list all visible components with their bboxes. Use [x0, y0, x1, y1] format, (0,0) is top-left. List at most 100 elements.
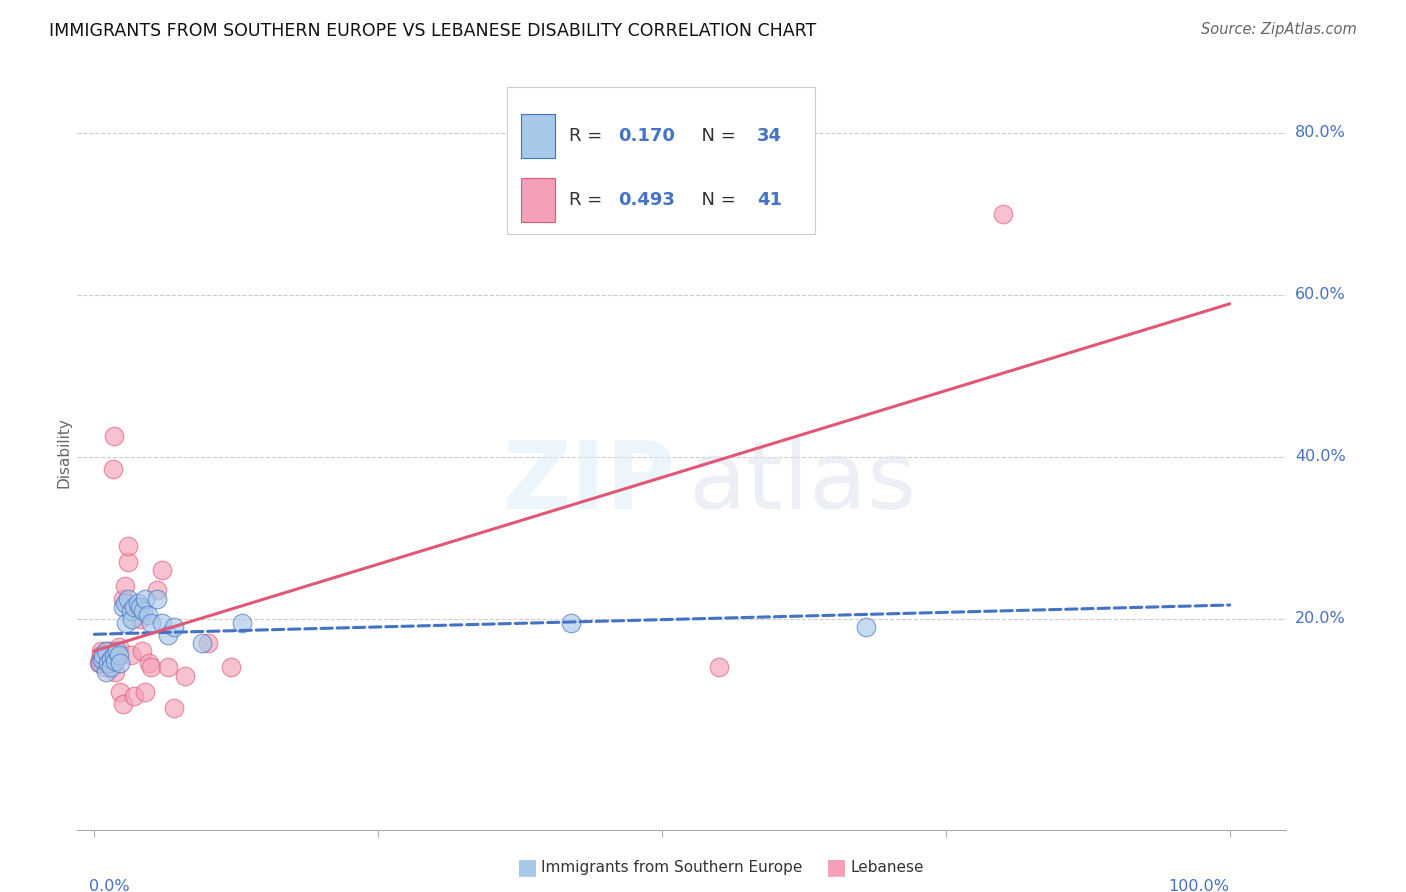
- Text: 41: 41: [756, 191, 782, 210]
- Bar: [522, 178, 555, 222]
- Point: [90, 644, 112, 658]
- Point: [97, 657, 120, 671]
- Point: [100, 644, 122, 658]
- Point: [197, 636, 219, 650]
- Point: [94, 665, 117, 679]
- Point: [120, 648, 142, 663]
- Point: [93, 660, 115, 674]
- Y-axis label: Disability: Disability: [56, 417, 72, 488]
- Point: [115, 615, 138, 630]
- Point: [89, 652, 111, 666]
- Point: [128, 612, 150, 626]
- Point: [152, 563, 174, 577]
- Point: [91, 657, 114, 671]
- Point: [110, 657, 132, 671]
- Text: 20.0%: 20.0%: [1295, 611, 1346, 626]
- Point: [157, 628, 180, 642]
- Point: [108, 640, 131, 655]
- Point: [105, 648, 128, 663]
- Point: [111, 591, 134, 606]
- Point: [117, 555, 139, 569]
- Text: ZIP: ZIP: [503, 437, 676, 529]
- Text: 0.493: 0.493: [617, 191, 675, 210]
- Point: [111, 697, 134, 711]
- Point: [94, 644, 117, 658]
- Point: [104, 665, 127, 679]
- Point: [157, 660, 180, 674]
- FancyBboxPatch shape: [506, 87, 815, 234]
- Point: [707, 660, 730, 674]
- Point: [103, 648, 125, 663]
- Point: [122, 599, 145, 614]
- Point: [87, 657, 110, 671]
- Point: [191, 636, 214, 650]
- Point: [163, 620, 186, 634]
- Point: [122, 689, 145, 703]
- Point: [94, 657, 117, 671]
- Point: [114, 579, 136, 593]
- Point: [121, 612, 143, 626]
- Text: ■: ■: [517, 857, 537, 877]
- Text: 100.0%: 100.0%: [1168, 879, 1230, 892]
- Text: Immigrants from Southern Europe: Immigrants from Southern Europe: [541, 860, 803, 874]
- Point: [104, 654, 127, 668]
- Point: [111, 599, 134, 614]
- Point: [146, 583, 169, 598]
- Point: [152, 615, 174, 630]
- Point: [127, 599, 149, 614]
- Point: [110, 685, 132, 699]
- Text: N =: N =: [690, 191, 742, 210]
- Point: [100, 652, 122, 666]
- Point: [101, 462, 124, 476]
- Point: [96, 644, 118, 658]
- Text: atlas: atlas: [688, 437, 917, 529]
- Point: [131, 644, 153, 658]
- Point: [103, 429, 125, 443]
- Text: N =: N =: [690, 128, 742, 145]
- Bar: [522, 114, 555, 158]
- Point: [136, 607, 159, 622]
- Point: [108, 648, 131, 663]
- Point: [163, 701, 186, 715]
- Text: IMMIGRANTS FROM SOUTHERN EUROPE VS LEBANESE DISABILITY CORRELATION CHART: IMMIGRANTS FROM SOUTHERN EUROPE VS LEBAN…: [49, 22, 817, 40]
- Text: ■: ■: [827, 857, 846, 877]
- Text: 80.0%: 80.0%: [1295, 125, 1346, 140]
- Text: Source: ZipAtlas.com: Source: ZipAtlas.com: [1201, 22, 1357, 37]
- Text: 34: 34: [756, 128, 782, 145]
- Point: [94, 652, 117, 666]
- Text: R =: R =: [569, 191, 609, 210]
- Point: [117, 591, 139, 606]
- Point: [219, 660, 242, 674]
- Point: [105, 644, 128, 658]
- Point: [98, 657, 121, 671]
- Point: [134, 685, 156, 699]
- Point: [139, 615, 162, 630]
- Text: R =: R =: [569, 128, 609, 145]
- Point: [89, 657, 111, 671]
- Point: [231, 615, 253, 630]
- Point: [127, 596, 149, 610]
- Point: [560, 615, 582, 630]
- Point: [855, 620, 877, 634]
- Text: 40.0%: 40.0%: [1295, 450, 1346, 464]
- Point: [114, 596, 136, 610]
- Point: [132, 604, 155, 618]
- Point: [91, 652, 114, 666]
- Point: [134, 591, 156, 606]
- Point: [991, 206, 1014, 220]
- Text: 0.0%: 0.0%: [89, 879, 129, 892]
- Point: [93, 654, 115, 668]
- Point: [100, 660, 122, 674]
- Text: Lebanese: Lebanese: [851, 860, 924, 874]
- Point: [128, 599, 150, 614]
- Point: [97, 648, 120, 663]
- Point: [138, 657, 160, 671]
- Point: [174, 668, 197, 682]
- Text: 60.0%: 60.0%: [1295, 287, 1346, 302]
- Point: [93, 648, 115, 663]
- Point: [146, 591, 169, 606]
- Point: [139, 660, 162, 674]
- Point: [120, 604, 142, 618]
- Point: [90, 648, 112, 663]
- Point: [117, 539, 139, 553]
